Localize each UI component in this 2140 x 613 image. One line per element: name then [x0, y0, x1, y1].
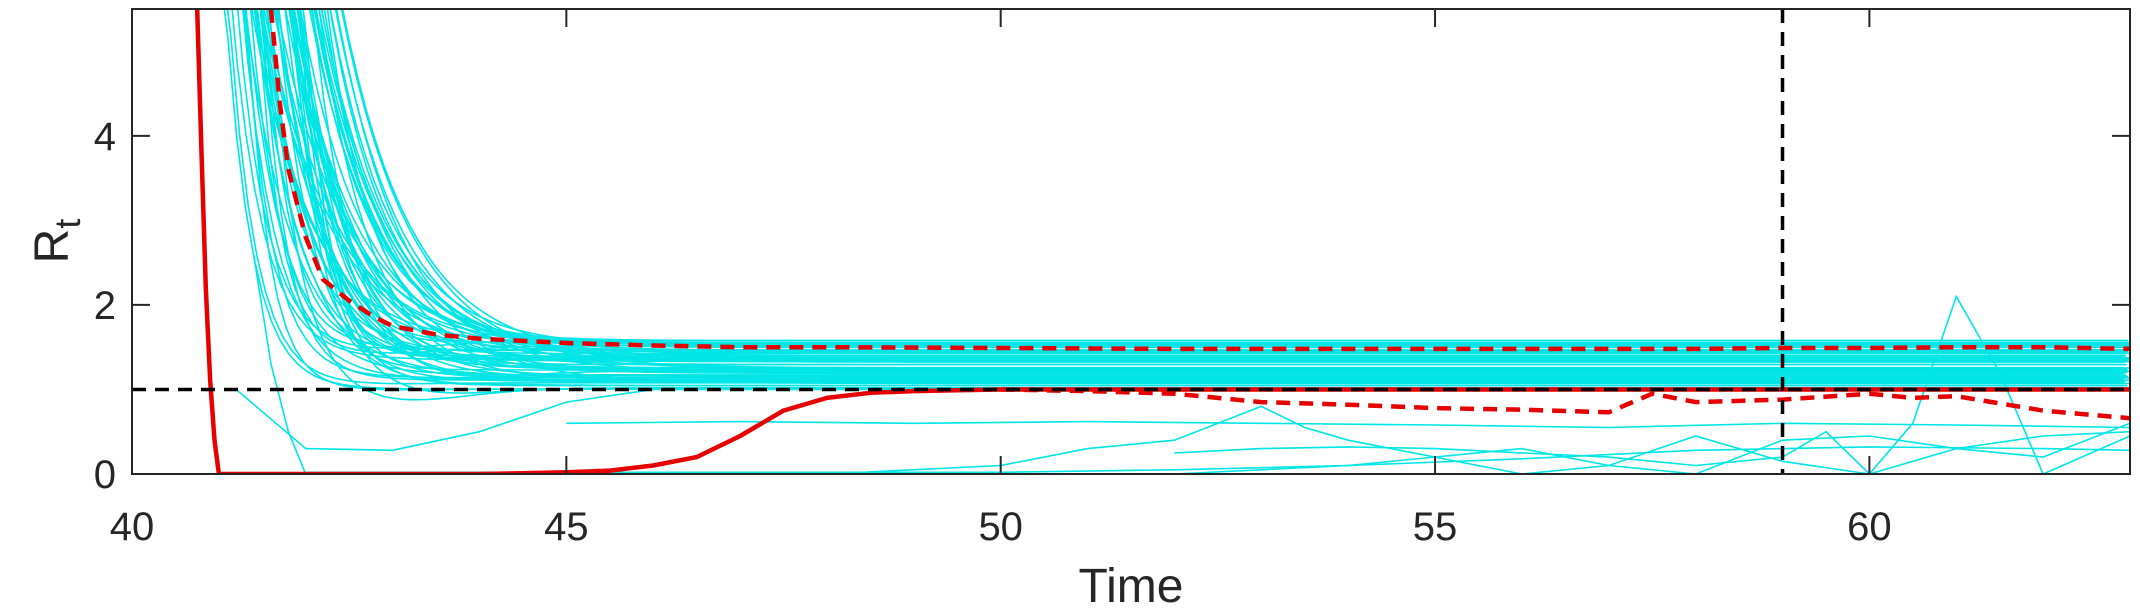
ensemble-lines [223, 9, 2130, 474]
ensemble-line [334, 9, 2125, 363]
ensemble-line [310, 9, 2129, 345]
ensemble-line [291, 9, 2125, 349]
ensemble-line [265, 9, 2126, 360]
ensemble-line [299, 9, 2125, 357]
ensemble-line [236, 9, 2129, 349]
y-tick-label: 0 [94, 453, 116, 497]
ensemble-line [313, 9, 2130, 355]
ensemble-line [289, 9, 2127, 342]
ensemble-line [326, 9, 2130, 344]
ensemble-line [320, 9, 2130, 385]
plot-area [131, 8, 2131, 475]
ensemble-line [254, 9, 2126, 353]
ensemble-line [241, 9, 2125, 381]
x-tick-label: 40 [110, 505, 155, 549]
ensemble-line [314, 9, 2129, 347]
ensemble-line [308, 9, 2125, 355]
ensemble-line [297, 9, 2123, 387]
ensemble-line [341, 9, 2130, 360]
ensemble-line [293, 9, 2126, 394]
ensemble-line [293, 9, 2125, 375]
series-line-1 [194, 9, 2130, 474]
ensemble-line [275, 9, 2123, 383]
estimate-lines [194, 9, 2130, 474]
ensemble-line [340, 9, 2129, 369]
ensemble-line [261, 9, 2125, 371]
series-line-2 [268, 9, 2130, 352]
ensemble-line [277, 9, 2126, 383]
x-tick-label: 60 [1847, 505, 1892, 549]
ensemble-line [288, 9, 2125, 369]
ensemble-line [298, 9, 2124, 378]
ensemble-line [302, 9, 2123, 357]
ensemble-line [289, 9, 2130, 363]
ensemble-line [272, 9, 2125, 345]
ensemble-line [329, 9, 2130, 347]
ensemble-line [335, 9, 2128, 373]
ensemble-line [262, 9, 2130, 352]
y-tick-label: 2 [94, 284, 116, 328]
ensemble-line [278, 9, 2129, 343]
reference-lines [132, 9, 2130, 474]
ensemble-line [226, 9, 2125, 385]
ensemble-line [284, 9, 2127, 374]
ensemble-line [245, 9, 2128, 391]
y-tick-label: 4 [94, 115, 116, 159]
ensemble-line [318, 9, 2124, 370]
x-axis: 40 45 50 55 60 [110, 9, 1892, 549]
ensemble-line [266, 9, 2125, 372]
ensemble-line [259, 9, 2130, 359]
ensemble-line [255, 9, 2128, 354]
ensemble-line [251, 9, 2130, 346]
y-axis-label: Rt [26, 219, 88, 264]
ensemble-line [289, 9, 2129, 379]
plot-frame [131, 8, 2131, 475]
ensemble-line [260, 9, 2126, 357]
ensemble-line [290, 9, 2128, 371]
ensemble-line [305, 446, 2130, 474]
ensemble-line [259, 9, 2124, 381]
y-axis-label-main: R [26, 229, 79, 264]
y-axis-label-subscript: t [47, 219, 88, 229]
ensemble-line [311, 9, 2130, 378]
ensemble-line [284, 9, 2127, 366]
ensemble-line [242, 9, 2130, 379]
ensemble-line [329, 9, 2123, 351]
ensemble-line [244, 9, 2127, 377]
ensemble-line [320, 9, 2127, 361]
ensemble-line [302, 9, 2123, 359]
ensemble-line [298, 9, 2128, 344]
ensemble-line [245, 9, 2126, 376]
y-axis: 0 2 4 [94, 115, 2130, 497]
ensemble-line [259, 9, 2126, 355]
ensemble-line [274, 9, 2127, 370]
x-tick-label: 55 [1413, 505, 1458, 549]
ensemble-line [315, 9, 2129, 359]
ensemble-line [1000, 422, 2130, 474]
x-tick-label: 45 [544, 505, 589, 549]
x-tick-label: 50 [978, 505, 1023, 549]
ensemble-line [231, 9, 2130, 361]
x-axis-label: Time [1079, 560, 1184, 613]
ensemble-line [235, 388, 2130, 452]
ensemble-line [249, 9, 2124, 351]
ensemble-line [263, 9, 2128, 353]
ensemble-line [252, 254, 307, 474]
series-line-3 [1000, 387, 2130, 421]
ensemble-line [297, 9, 2127, 363]
ensemble-line [323, 9, 2124, 366]
ensemble-line [299, 9, 2129, 378]
ensemble-line [566, 420, 2130, 429]
ensemble-line [276, 9, 2125, 346]
ensemble-line [826, 405, 2130, 474]
ensemble-line [291, 9, 2123, 379]
ensemble-line [253, 9, 2128, 387]
ensemble-line [296, 9, 2125, 360]
ensemble-line [256, 9, 2126, 362]
ensemble-line [291, 9, 2127, 362]
ensemble-line [318, 9, 2130, 381]
